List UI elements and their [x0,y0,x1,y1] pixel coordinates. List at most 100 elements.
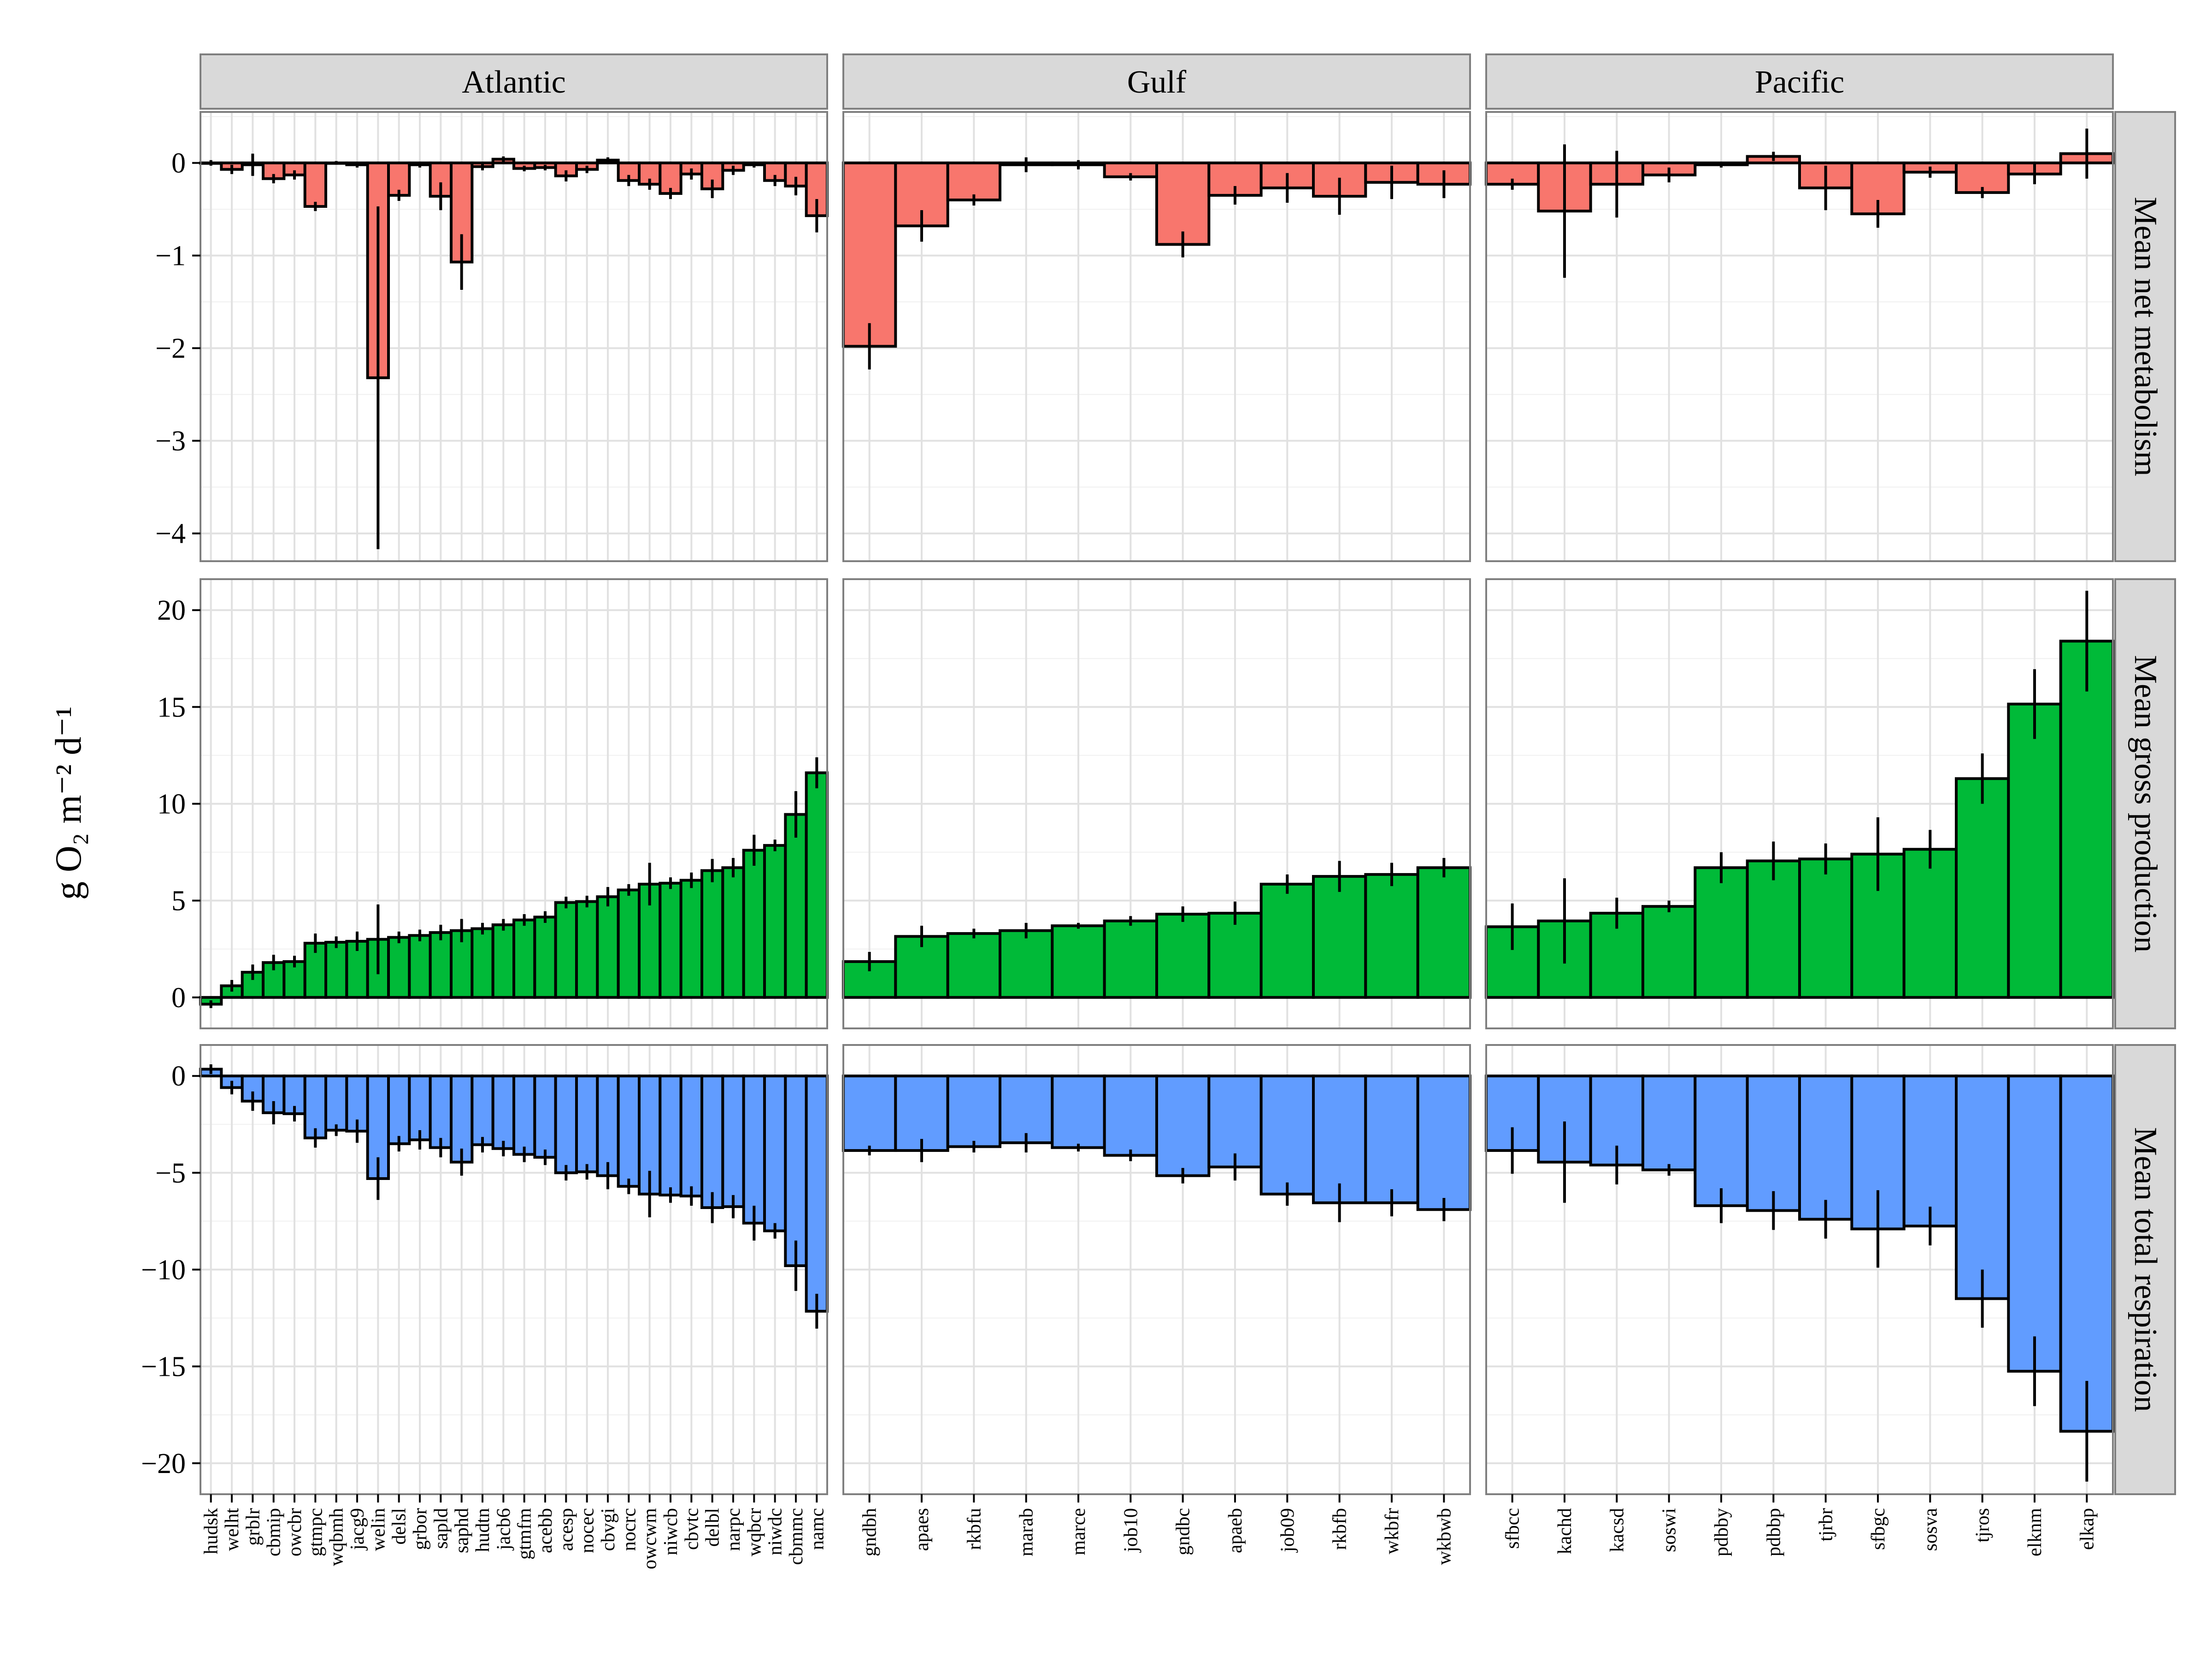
row-strip-2 [2114,1044,2176,1495]
bar-wkbfr [1364,1074,1419,1204]
bar-marce [1051,1074,1106,1149]
bar-niwcb [659,1074,682,1197]
bar-gtmfm [512,918,536,999]
bar-delsl [387,936,411,999]
x-tick-label: namc [806,1508,828,1550]
x-tick-label: hudtn [472,1508,494,1552]
x-tick-label: cbmip [264,1508,285,1556]
y-tick-label: 0 [171,148,186,179]
bar-acesp [554,901,578,999]
bar-narpc [721,1074,745,1208]
x-tick-label: gtmfm [514,1508,535,1560]
x-tick-label: sfbgc [1868,1508,1889,1550]
bar-rkbfb [1312,875,1367,999]
panel-border [1485,578,2114,1029]
bar-elknm [2007,703,2062,999]
bar-wqbmh [324,940,348,999]
x-tick-label: gndbc [1173,1508,1194,1555]
x-tick-label: owcwm [640,1508,661,1569]
x-tick-label: hudsk [201,1508,222,1554]
bar-hudtn [471,927,494,999]
x-tick-label: welin [368,1508,389,1551]
bar-rkbfu [946,1074,1002,1148]
panel-gulf-0 [842,111,1472,562]
x-tick-label: gtmpc [305,1508,326,1556]
bar-gndbh [842,1074,897,1152]
bar-tjros [1955,777,2010,999]
bar-sosva [1902,848,1958,999]
x-tick-label: wkbfr [1382,1508,1403,1554]
bar-nocec [575,900,599,999]
bar-wqbcr [742,1074,766,1225]
x-tick-label: elknm [2024,1508,2046,1556]
bar-tjrbr [1798,1074,1853,1221]
y-tick-label: −5 [155,1157,186,1189]
x-tick-label: welht [222,1508,243,1551]
bar-gndbh [842,161,897,348]
x-tick-label: cbmmc [786,1508,807,1565]
x-tick-label: cbvtc [681,1508,702,1550]
bar-delbl [700,1074,724,1209]
bar-wqbcr [742,849,766,999]
bar-pdbby [1694,866,1749,999]
y-tick-label: −20 [141,1448,186,1479]
x-tick-label: delsl [389,1508,410,1544]
x-tick-label: tjrbr [1816,1508,1837,1541]
x-tick-label: nocrc [618,1508,640,1551]
bar-cbvgi [596,1074,620,1177]
x-tick-label: sapld [430,1508,452,1549]
bar-job10 [1103,1074,1159,1157]
bar-elknm [2007,1074,2062,1373]
bar-nocec [575,1074,599,1174]
bar-narpc [721,866,745,999]
bar-niwdc [763,844,787,999]
bar-namc [805,771,829,999]
x-tick-label: rkbfb [1330,1508,1351,1550]
bar-nocrc [617,888,641,999]
column-strip-atlantic [200,53,828,110]
bar-cbvtc [679,879,703,999]
y-tick-label: −15 [141,1351,186,1383]
bar-cbmmc [784,813,808,999]
panel-border [842,1044,1471,1495]
panel-border [842,578,1471,1029]
bar-soswi [1641,1074,1697,1172]
bar-wkbfr [1364,873,1419,999]
bar-pdbbp [1746,1074,1801,1212]
x-tick-label: pdbby [1711,1508,1732,1556]
x-tick-label: acesp [556,1508,577,1551]
bar-gtmpc [303,161,328,208]
panel-gulf-2: gndbh apaes rkbfu marab marce job10 gndbc apaeb… [842,1044,1472,1565]
x-tick-label: rkbfu [964,1508,985,1550]
panel-atlantic-0 [199,111,829,562]
panel-border [842,111,1471,562]
x-tick-label: tjros [1972,1508,1994,1543]
x-tick-label: niwcb [660,1508,682,1555]
bar-marab [999,1074,1054,1145]
bar-marab [999,929,1054,999]
panel-atlantic-1 [199,578,829,1029]
x-tick-label: kacsd [1606,1508,1628,1552]
bar-marce [1051,924,1106,999]
x-tick-label: sfbcc [1502,1508,1524,1549]
bar-wqbmh [324,1074,348,1132]
bar-soswi [1641,905,1697,999]
y-tick-label: −3 [155,426,186,457]
x-tick-label: delbl [702,1508,724,1547]
x-tick-label: grbor [410,1508,431,1550]
y-tick-label: 10 [157,789,186,820]
panel-pacific-1 [1485,578,2114,1029]
x-tick-label: gndbh [859,1508,881,1556]
panel-pacific-2: sfbcc kachd kacsd soswi pdbby pdbbp tjrbr sfbgc… [1485,1044,2114,1556]
x-tick-label: marab [1016,1508,1037,1556]
y-axis-title: g O₂ m⁻² d⁻¹ [48,706,89,900]
bar-wkbwb [1416,866,1472,999]
bar-apaeb [1207,911,1263,999]
panel-gulf-1 [842,578,1472,1029]
panel-atlantic-2: hudsk welht grblr cbmip owcbr gtmpc wqbmh jacg9… [199,1044,829,1569]
bar-elkap [2059,640,2114,999]
bar-jacb6 [491,1074,515,1150]
bar-sosva [1902,1074,1958,1227]
x-tick-label: marce [1068,1508,1089,1555]
